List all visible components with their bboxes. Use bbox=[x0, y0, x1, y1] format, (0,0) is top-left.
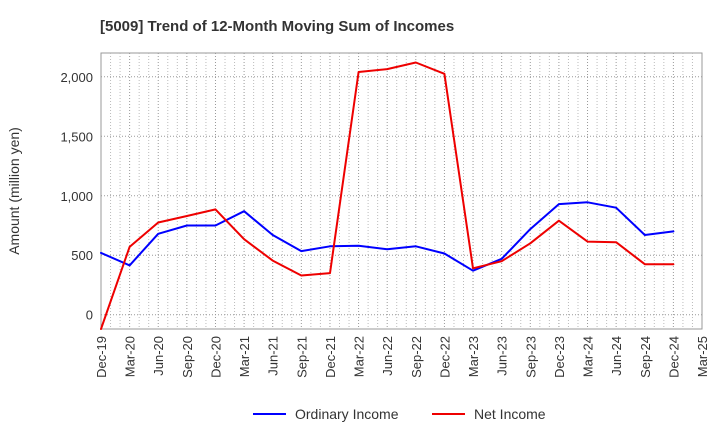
x-tick-label: Jun-20 bbox=[151, 336, 166, 376]
x-tick-label: Mar-22 bbox=[352, 336, 367, 377]
y-axis-label: Amount (million yen) bbox=[6, 127, 22, 255]
x-tick-label: Mar-25 bbox=[695, 336, 710, 377]
y-tick-label: 0 bbox=[86, 308, 93, 323]
x-tick-label: Sep-22 bbox=[409, 336, 424, 378]
x-tick-label: Sep-20 bbox=[180, 336, 195, 378]
y-tick-label: 1,500 bbox=[60, 129, 93, 144]
x-tick-label: Sep-24 bbox=[638, 336, 653, 378]
x-tick-label: Dec-22 bbox=[437, 336, 452, 378]
x-tick-label: Dec-19 bbox=[94, 336, 109, 378]
y-tick-label: 2,000 bbox=[60, 70, 93, 85]
x-tick-label: Mar-24 bbox=[581, 336, 596, 377]
x-tick-label: Jun-22 bbox=[380, 336, 395, 376]
y-tick-label: 1,000 bbox=[60, 189, 93, 204]
y-tick-label: 500 bbox=[71, 248, 93, 263]
x-tick-label: Dec-24 bbox=[666, 336, 681, 378]
x-tick-label: Dec-20 bbox=[208, 336, 223, 378]
series-lines bbox=[100, 61, 675, 330]
x-tick-label: Dec-23 bbox=[552, 336, 567, 378]
x-tick-label: Jun-21 bbox=[266, 336, 281, 376]
plot-area bbox=[100, 52, 703, 330]
legend-label-net-income: Net Income bbox=[474, 406, 546, 422]
series-line-net-income bbox=[100, 61, 675, 330]
x-axis-ticks: Dec-19 Mar-20 Jun-20 Sep-20 Dec-20 Mar-21 Jun-… bbox=[94, 336, 710, 378]
legend: Ordinary Income Net Income bbox=[253, 406, 546, 422]
grid bbox=[101, 53, 702, 329]
x-tick-label: Sep-23 bbox=[523, 336, 538, 378]
x-tick-label: Mar-20 bbox=[123, 336, 138, 377]
legend-label-ordinary-income: Ordinary Income bbox=[295, 406, 399, 422]
x-tick-label: Jun-24 bbox=[609, 336, 624, 376]
chart-title: [5009] Trend of 12-Month Moving Sum of I… bbox=[100, 18, 454, 35]
x-tick-label: Dec-21 bbox=[323, 336, 338, 378]
series-line-ordinary-income bbox=[100, 201, 675, 272]
x-tick-label: Jun-23 bbox=[495, 336, 510, 376]
y-axis-ticks: 0 500 1,000 1,500 2,000 bbox=[60, 70, 93, 323]
x-tick-label: Mar-21 bbox=[237, 336, 252, 377]
x-tick-label: Sep-21 bbox=[294, 336, 309, 378]
x-tick-label: Mar-23 bbox=[466, 336, 481, 377]
